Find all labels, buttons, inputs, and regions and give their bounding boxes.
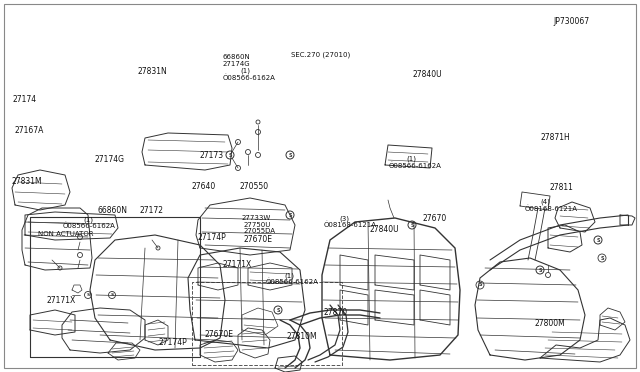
Text: (1): (1) — [83, 216, 93, 223]
Circle shape — [408, 221, 416, 229]
Text: 27670E: 27670E — [205, 330, 234, 339]
Text: S: S — [110, 293, 114, 297]
Text: 27174: 27174 — [13, 95, 37, 104]
Text: 27831M: 27831M — [12, 177, 42, 186]
Text: 27800M: 27800M — [534, 319, 565, 328]
Text: 27840U: 27840U — [370, 225, 399, 234]
Text: 27871H: 27871H — [541, 133, 570, 142]
Text: 27055DA: 27055DA — [243, 228, 275, 234]
Circle shape — [156, 246, 160, 250]
Circle shape — [236, 166, 241, 170]
Text: Ó08566-6162A: Ó08566-6162A — [63, 223, 116, 230]
Circle shape — [77, 234, 83, 240]
Circle shape — [84, 292, 92, 298]
Text: NON ACTUATOR: NON ACTUATOR — [38, 231, 94, 237]
Text: S: S — [478, 282, 482, 288]
Text: 27174P: 27174P — [197, 233, 226, 242]
Text: (3): (3) — [339, 215, 349, 222]
Text: 27174G: 27174G — [223, 61, 250, 67]
Text: 27870: 27870 — [323, 308, 348, 317]
Text: 27174G: 27174G — [95, 155, 125, 164]
Text: S: S — [228, 153, 232, 157]
Text: 27172: 27172 — [140, 206, 164, 215]
Text: S: S — [538, 267, 541, 273]
Circle shape — [256, 120, 260, 124]
Circle shape — [476, 281, 484, 289]
Text: S: S — [276, 308, 280, 312]
Text: S: S — [288, 212, 292, 218]
Circle shape — [255, 153, 260, 157]
Text: S: S — [86, 293, 90, 297]
Text: (1): (1) — [406, 156, 417, 163]
Text: 27640: 27640 — [192, 182, 216, 190]
Text: 27171X: 27171X — [46, 296, 76, 305]
Circle shape — [598, 254, 606, 262]
Text: 27733W: 27733W — [242, 215, 271, 221]
Text: (1): (1) — [240, 67, 250, 74]
Text: 270550: 270550 — [240, 182, 269, 190]
Text: 27173: 27173 — [200, 151, 224, 160]
Circle shape — [236, 140, 241, 144]
Text: S: S — [600, 256, 604, 260]
Text: (1): (1) — [285, 272, 295, 279]
Text: 27840U: 27840U — [413, 70, 442, 79]
Circle shape — [286, 151, 294, 159]
Text: SEC.270 (27010): SEC.270 (27010) — [291, 52, 351, 58]
Text: 27831N: 27831N — [138, 67, 167, 76]
Circle shape — [58, 266, 62, 270]
Text: 27670: 27670 — [422, 214, 447, 223]
Text: Ó08168-6121A: Ó08168-6121A — [323, 222, 376, 228]
Text: S: S — [596, 237, 600, 243]
Circle shape — [109, 292, 115, 298]
Circle shape — [77, 253, 83, 257]
Circle shape — [274, 306, 282, 314]
Text: S: S — [288, 153, 292, 157]
Text: 27811: 27811 — [549, 183, 573, 192]
Circle shape — [594, 236, 602, 244]
Text: S: S — [410, 222, 413, 228]
Circle shape — [545, 273, 550, 278]
Text: 27810M: 27810M — [287, 332, 317, 341]
Text: 66860N: 66860N — [97, 206, 127, 215]
Circle shape — [246, 150, 250, 154]
Circle shape — [286, 211, 294, 219]
Text: 27750U: 27750U — [243, 222, 271, 228]
Text: Ó08168-6121A: Ó08168-6121A — [525, 205, 578, 212]
Text: 27174P: 27174P — [159, 338, 188, 347]
Circle shape — [226, 151, 234, 159]
Text: 27167A: 27167A — [14, 126, 44, 135]
Text: Ó08566-6162A: Ó08566-6162A — [389, 162, 442, 169]
Circle shape — [536, 266, 544, 274]
Text: 66860N: 66860N — [223, 54, 250, 60]
Text: 27171X: 27171X — [223, 260, 252, 269]
Text: Ó08566-6162A: Ó08566-6162A — [266, 279, 319, 285]
Text: (4): (4) — [541, 198, 550, 205]
Text: JP730067: JP730067 — [554, 17, 589, 26]
Text: 27670E: 27670E — [243, 235, 272, 244]
Circle shape — [255, 129, 260, 135]
Text: Ó08566-6162A: Ó08566-6162A — [223, 74, 276, 81]
